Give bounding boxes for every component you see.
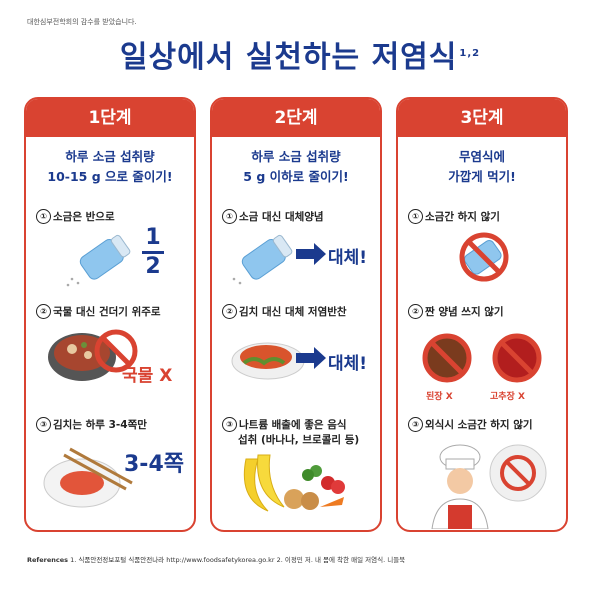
card-subtitle-line2: 10-15 g 으로 줄이기! [47, 169, 173, 184]
step-number: ① [36, 209, 51, 224]
step-text: 외식시 소금간 하지 않기 [425, 419, 533, 431]
step-text: 김치는 하루 3-4쪽만 [53, 419, 147, 431]
step-1: ① 소금은 반으로 [36, 209, 188, 224]
card-subtitle: 하루 소금 섭취량 5 g 이하로 줄이기! [212, 147, 380, 187]
step-number: ① [408, 209, 423, 224]
page-title: 일상에서 실천하는 저염식 1,2 [0, 32, 600, 76]
card-subtitle: 하루 소금 섭취량 10-15 g 으로 줄이기! [26, 147, 194, 187]
no-gochujang-icon [492, 333, 542, 383]
references-text: 1. 식품안전정보포털 식품안전나라 http://www.foodsafety… [70, 556, 406, 564]
card-subtitle-line2: 가깝게 먹기! [448, 169, 516, 184]
fraction-bar [142, 251, 164, 254]
replace-label: 대체! [328, 248, 368, 268]
title-footnote: 1,2 [459, 48, 481, 59]
fraction-denominator: 2 [145, 254, 161, 279]
no-salt-icon [459, 232, 509, 282]
step-number: ③ [36, 417, 51, 432]
fruits-vegetables-icon [243, 454, 345, 512]
step-card-1: 1단계 하루 소금 섭취량 10-15 g 으로 줄이기! ① 소금은 반으로 1… [24, 97, 196, 532]
step-number: ② [36, 304, 51, 319]
card-header: 2단계 [212, 99, 380, 137]
arrow-right-icon [296, 347, 326, 369]
step-2: ② 국물 대신 건더기 위주로 [36, 304, 188, 319]
step-3: ③ 외식시 소금간 하지 않기 [408, 417, 560, 432]
step-card-2: 2단계 하루 소금 섭취량 5 g 이하로 줄이기! ① 소금 대신 대체양념 대… [210, 97, 382, 532]
step-text: 국물 대신 건더기 위주로 [53, 306, 161, 318]
step-text: 짠 양념 쓰지 않기 [425, 306, 504, 318]
step-text: 나트륨 배출에 좋은 음식 [239, 419, 347, 431]
title-text: 일상에서 실천하는 저염식 [119, 40, 458, 75]
kimchi-count-label: 3-4쪽 [124, 452, 184, 477]
doenjang-no-label: 된장 X [426, 392, 453, 402]
card-subtitle-line1: 무염식에 [458, 149, 505, 164]
fraction-numerator: 1 [145, 225, 161, 250]
step-number: ① [222, 209, 237, 224]
kimchi-replace-icon [231, 342, 326, 380]
step-number: ③ [408, 417, 423, 432]
card-subtitle-line2: 5 g 이하로 줄이기! [243, 169, 349, 184]
step-number: ② [408, 304, 423, 319]
step-1: ① 소금간 하지 않기 [408, 209, 560, 224]
step-text: 소금은 반으로 [53, 211, 115, 223]
soup-no-label: 국물 X [122, 366, 173, 386]
half-fraction: 1 2 [142, 227, 164, 278]
card-subtitle-line1: 하루 소금 섭취량 [251, 149, 341, 164]
step-text: 소금 대신 대체양념 [239, 211, 324, 223]
salt-replace-icon [232, 234, 326, 285]
soup-pot-icon [48, 329, 138, 381]
references: References 1. 식품안전정보포털 식품안전나라 http://www… [27, 554, 405, 564]
step-text-line2: 섭취 (바나나, 브로콜리 등) [238, 434, 360, 446]
replace-label-2: 대체! [328, 354, 368, 374]
card-header: 1단계 [26, 99, 194, 137]
kimchi-plate-icon [43, 447, 133, 508]
card-header: 3단계 [398, 99, 566, 137]
chef-no-salt-icon [431, 444, 547, 529]
step-text: 소금간 하지 않기 [425, 211, 500, 223]
gochujang-no-label: 고추장 X [490, 392, 525, 402]
no-doenjang-icon [422, 333, 472, 383]
references-label: References [27, 556, 69, 564]
step-1: ① 소금 대신 대체양념 [222, 209, 374, 224]
step-number: ② [222, 304, 237, 319]
step-3: ③ 김치는 하루 3-4쪽만 [36, 417, 188, 432]
credit-text: 대한심부전학회의 감수를 받았습니다. [27, 18, 137, 26]
step-text: 김치 대신 대체 저염반찬 [239, 306, 347, 318]
arrow-right-icon [296, 243, 326, 265]
step-number: ③ [222, 417, 237, 432]
card-subtitle: 무염식에 가깝게 먹기! [398, 147, 566, 187]
card-subtitle-line1: 하루 소금 섭취량 [65, 149, 155, 164]
step-2: ② 김치 대신 대체 저염반찬 [222, 304, 374, 319]
salt-shaker-icon [66, 234, 131, 287]
